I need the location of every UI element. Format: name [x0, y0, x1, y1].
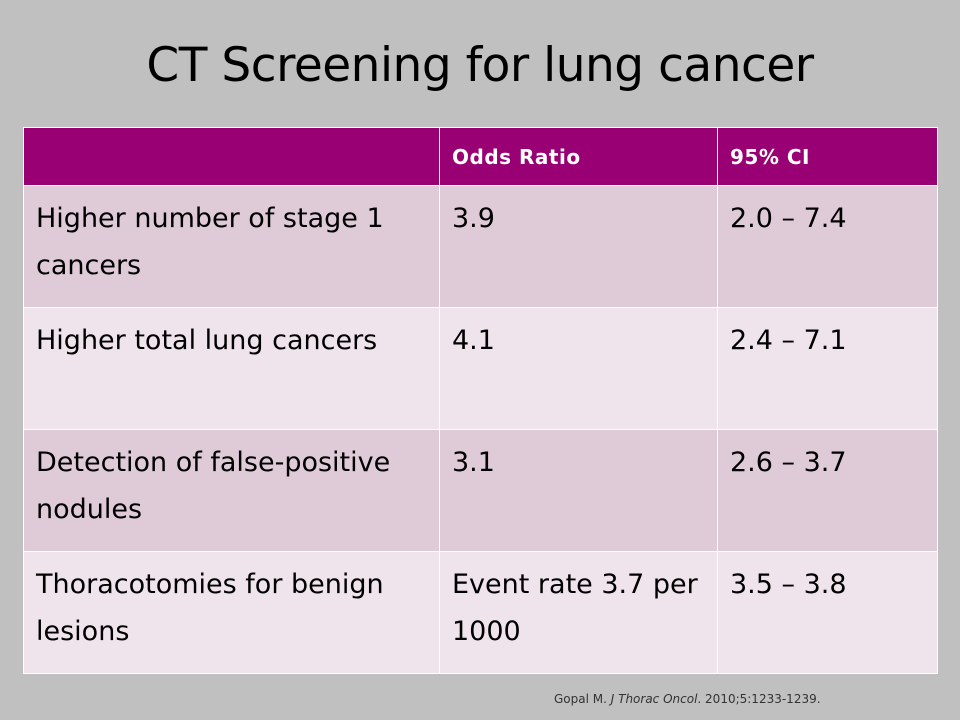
row-label: Higher number of stage 1 cancers — [23, 185, 440, 308]
row-label: Detection of false-positive nodules — [23, 429, 440, 552]
odds-ratio-value: 4.1 — [439, 307, 718, 430]
citation: Gopal M. J Thorac Oncol. 2010;5:1233-123… — [554, 692, 821, 706]
table-row: Detection of false-positive nodules 3.1 … — [23, 429, 938, 552]
table-row: Higher number of stage 1 cancers 3.9 2.0… — [23, 185, 938, 308]
header-cell-empty — [23, 127, 440, 186]
odds-ratio-value: 3.9 — [439, 185, 718, 308]
header-cell-ci: 95% CI — [717, 127, 938, 186]
ci-value: 3.5 – 3.8 — [717, 551, 938, 674]
citation-journal: J Thorac Oncol — [610, 692, 698, 706]
ci-value: 2.4 – 7.1 — [717, 307, 938, 430]
table-header-row: Odds Ratio 95% CI — [23, 127, 938, 186]
table-row: Thoracotomies for benign lesions Event r… — [23, 551, 938, 674]
odds-ratio-value: 3.1 — [439, 429, 718, 552]
table-row: Higher total lung cancers 4.1 2.4 – 7.1 — [23, 307, 938, 430]
slide-title: CT Screening for lung cancer — [146, 38, 814, 93]
header-cell-odds-ratio: Odds Ratio — [439, 127, 718, 186]
citation-details: . 2010;5:1233-1239. — [697, 692, 821, 706]
odds-ratio-value: Event rate 3.7 per 1000 — [439, 551, 718, 674]
row-label: Thoracotomies for benign lesions — [23, 551, 440, 674]
ci-value: 2.0 – 7.4 — [717, 185, 938, 308]
ci-value: 2.6 – 3.7 — [717, 429, 938, 552]
citation-author: Gopal M. — [554, 692, 607, 706]
odds-ratio-table: Odds Ratio 95% CI Higher number of stage… — [23, 127, 938, 674]
row-label: Higher total lung cancers — [23, 307, 440, 430]
